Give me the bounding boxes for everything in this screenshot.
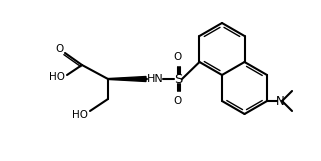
- Text: HO: HO: [49, 72, 65, 82]
- Polygon shape: [108, 76, 146, 81]
- Text: HN: HN: [147, 74, 163, 84]
- Text: S: S: [174, 72, 182, 85]
- Text: HO: HO: [72, 110, 88, 120]
- Text: O: O: [55, 44, 63, 54]
- Text: N: N: [276, 95, 284, 108]
- Text: O: O: [174, 96, 182, 106]
- Text: O: O: [174, 52, 182, 62]
